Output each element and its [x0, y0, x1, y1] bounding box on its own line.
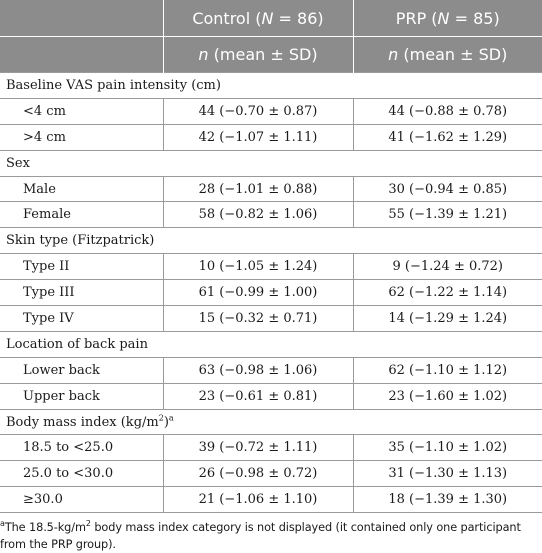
group-label: Skin type (Fitzpatrick): [0, 227, 542, 254]
prp-value: 23 (−1.60 ± 1.02): [352, 382, 542, 410]
row-label: Type II: [0, 253, 163, 280]
row-label: Lower back: [0, 356, 163, 384]
row-label: 18.5 to <25.0: [0, 434, 163, 461]
header-blank-cell: [0, 0, 164, 37]
prp-value: 14 (−1.29 ± 1.24): [352, 305, 542, 332]
group-label: Location of back pain: [0, 330, 542, 358]
table-row: Female 58 (−0.82 ± 1.06) 55 (−1.39 ± 1.21): [0, 201, 542, 228]
control-value: 63 (−0.98 ± 1.06): [162, 356, 353, 384]
prp-value: 30 (−0.94 ± 0.85): [352, 175, 542, 202]
group-label: Baseline VAS pain intensity (cm): [0, 72, 542, 99]
prp-value: 9 (−1.24 ± 0.72): [352, 253, 542, 280]
control-value: 15 (−0.32 ± 0.71): [162, 305, 353, 332]
prp-value: 35 (−1.10 ± 1.02): [352, 434, 542, 461]
row-label: Male: [0, 175, 163, 202]
control-value: 42 (−1.07 ± 1.11): [162, 123, 353, 151]
header-prp: PRP (N = 85): [353, 0, 542, 37]
group-row: Skin type (Fitzpatrick): [0, 227, 542, 254]
control-value: 28 (−1.01 ± 0.88): [162, 175, 353, 202]
control-value: 23 (−0.61 ± 0.81): [162, 382, 353, 410]
table-row: <4 cm 44 (−0.70 ± 0.87) 44 (−0.88 ± 0.78): [0, 97, 542, 125]
row-label: 25.0 to <30.0: [0, 460, 163, 487]
table-body: Baseline VAS pain intensity (cm) <4 cm 44 …: [0, 72, 542, 514]
control-value: 26 (−0.98 ± 0.72): [162, 460, 353, 487]
control-value: 21 (−1.06 ± 1.10): [162, 486, 353, 514]
header-control: Control (N = 86): [163, 0, 354, 37]
table-row: Type II 10 (−1.05 ± 1.24) 9 (−1.24 ± 0.72): [0, 253, 542, 280]
control-value: 61 (−0.99 ± 1.00): [162, 279, 353, 306]
group-label: Sex: [0, 149, 542, 177]
group-row: Location of back pain: [0, 330, 542, 358]
row-label: ≥30.0: [0, 486, 163, 514]
row-label: Female: [0, 201, 163, 228]
prp-value: 55 (−1.39 ± 1.21): [352, 201, 542, 228]
group-row: Body mass index (kg/m2)a: [0, 408, 542, 435]
row-label: Type IV: [0, 305, 163, 332]
row-label: Type III: [0, 279, 163, 306]
table-row: Upper back 23 (−0.61 ± 0.81) 23 (−1.60 ± 1…: [0, 382, 542, 410]
table-row: >4 cm 42 (−1.07 ± 1.11) 41 (−1.62 ± 1.29): [0, 123, 542, 151]
group-label: Body mass index (kg/m2)a: [0, 408, 542, 435]
prp-value: 44 (−0.88 ± 0.78): [352, 97, 542, 125]
prp-value: 62 (−1.10 ± 1.12): [352, 356, 542, 384]
subheader-blank-cell: [0, 36, 164, 73]
control-value: 58 (−0.82 ± 1.06): [162, 201, 353, 228]
control-value: 10 (−1.05 ± 1.24): [162, 253, 353, 280]
footnote: aThe 18.5-kg/m2 body mass index category…: [0, 519, 521, 552]
row-label: Upper back: [0, 382, 163, 410]
subheader-prp: n (mean ± SD): [353, 36, 542, 73]
header-row: Control (N = 86) PRP (N = 85): [0, 0, 542, 37]
control-value: 44 (−0.70 ± 0.87): [162, 97, 353, 125]
results-table: Control (N = 86) PRP (N = 85) n (mean ± …: [0, 0, 542, 514]
subheader-control: n (mean ± SD): [163, 36, 354, 73]
control-value: 39 (−0.72 ± 1.11): [162, 434, 353, 461]
table-row: ≥30.0 21 (−1.06 ± 1.10) 18 (−1.39 ± 1.30): [0, 486, 542, 514]
prp-value: 41 (−1.62 ± 1.29): [352, 123, 542, 151]
table-row: Male 28 (−1.01 ± 0.88) 30 (−0.94 ± 0.85): [0, 175, 542, 202]
group-row: Sex: [0, 149, 542, 177]
table-row: Type III 61 (−0.99 ± 1.00) 62 (−1.22 ± 1.1…: [0, 279, 542, 306]
prp-value: 31 (−1.30 ± 1.13): [352, 460, 542, 487]
row-label: <4 cm: [0, 97, 163, 125]
group-row: Baseline VAS pain intensity (cm): [0, 72, 542, 99]
row-label: >4 cm: [0, 123, 163, 151]
table-row: 18.5 to <25.0 39 (−0.72 ± 1.11) 35 (−1.10 …: [0, 434, 542, 461]
prp-value: 18 (−1.39 ± 1.30): [352, 486, 542, 514]
table-row: Type IV 15 (−0.32 ± 0.71) 14 (−1.29 ± 1.24…: [0, 305, 542, 332]
table-row: 25.0 to <30.0 26 (−0.98 ± 0.72) 31 (−1.30 …: [0, 460, 542, 487]
table-row: Lower back 63 (−0.98 ± 1.06) 62 (−1.10 ± 1…: [0, 356, 542, 384]
prp-value: 62 (−1.22 ± 1.14): [352, 279, 542, 306]
subheader-row: n (mean ± SD) n (mean ± SD): [0, 36, 542, 73]
